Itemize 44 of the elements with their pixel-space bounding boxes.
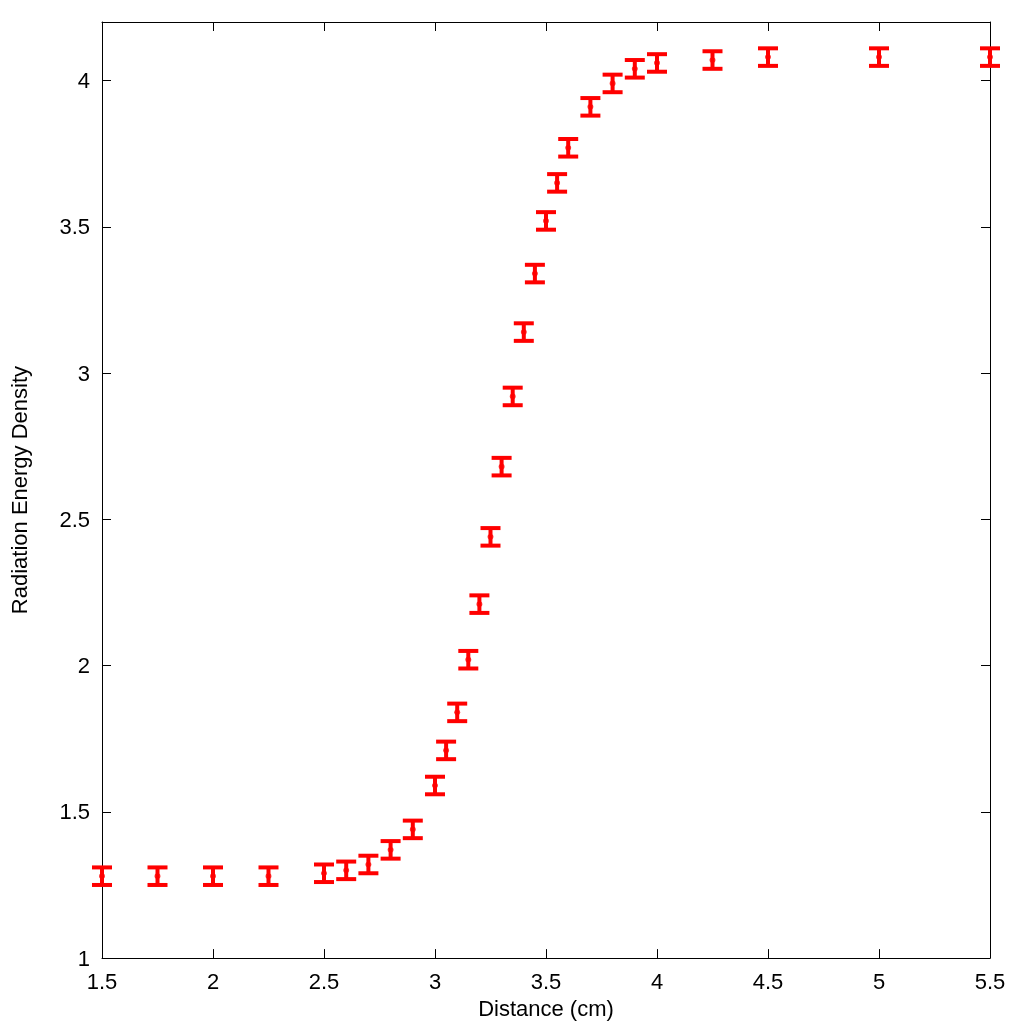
y-tick-label: 1 bbox=[77, 945, 90, 971]
point bbox=[709, 57, 716, 64]
y-axis-title: Radiation Energy Density bbox=[6, 365, 32, 615]
x-tick-label: 3.5 bbox=[530, 968, 562, 994]
point bbox=[343, 867, 350, 874]
x-tick-label: 5 bbox=[872, 968, 886, 994]
point bbox=[631, 65, 638, 72]
point bbox=[432, 782, 438, 789]
point bbox=[387, 846, 394, 853]
y-tick-label: 3.5 bbox=[59, 214, 90, 240]
y-tick-label: 1.5 bbox=[59, 799, 90, 825]
x-tick-label: 4 bbox=[650, 968, 664, 994]
point bbox=[321, 870, 327, 877]
point bbox=[554, 179, 561, 186]
x-axis-title: Distance (cm) bbox=[478, 995, 614, 1021]
x-tick-label: 2.5 bbox=[308, 968, 340, 994]
x-tick-label: 3 bbox=[428, 968, 442, 994]
point bbox=[509, 393, 516, 400]
point bbox=[587, 103, 594, 110]
point bbox=[465, 656, 472, 663]
y-tick-label: 4 bbox=[77, 68, 90, 94]
x-tick-label: 5.5 bbox=[974, 968, 1006, 994]
point bbox=[365, 861, 372, 868]
point bbox=[476, 601, 483, 608]
point bbox=[210, 873, 216, 880]
point bbox=[154, 873, 161, 880]
y-tick-label: 2.5 bbox=[59, 506, 90, 532]
point bbox=[543, 217, 549, 224]
point bbox=[454, 709, 461, 716]
x-tick-label: 2 bbox=[206, 968, 220, 994]
point bbox=[487, 533, 494, 540]
y-tick-label: 3 bbox=[77, 360, 90, 386]
x-tick-label: 4.5 bbox=[752, 968, 784, 994]
point bbox=[609, 80, 616, 87]
y-tick-label: 2 bbox=[77, 653, 90, 679]
point bbox=[565, 144, 572, 151]
point bbox=[99, 873, 105, 880]
point bbox=[498, 463, 505, 470]
point bbox=[265, 873, 272, 880]
point bbox=[520, 329, 527, 336]
point bbox=[654, 59, 660, 66]
point bbox=[443, 747, 450, 754]
point bbox=[409, 826, 416, 833]
point bbox=[531, 270, 538, 277]
